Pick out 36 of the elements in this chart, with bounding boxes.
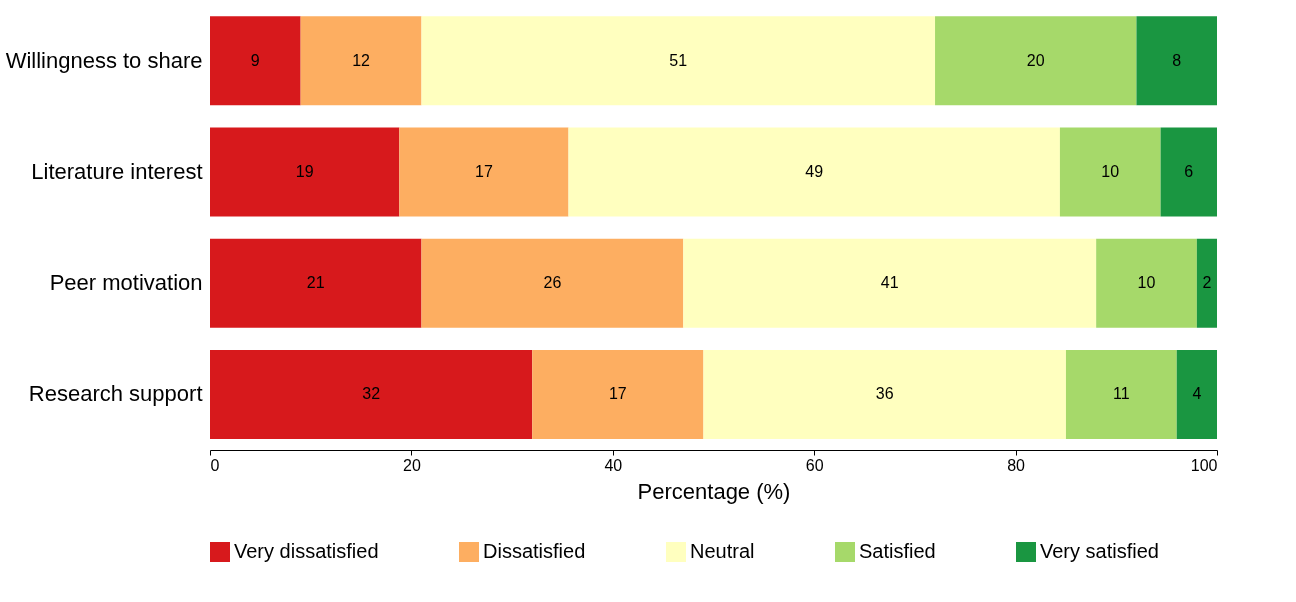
x-tick-label: 100 <box>1190 456 1218 474</box>
data-label: 51 <box>669 51 688 69</box>
y-tick-label: Willingness to share <box>5 47 203 73</box>
data-label: 19 <box>295 162 314 180</box>
data-label: 49 <box>805 162 824 180</box>
x-tick-label: 0 <box>210 456 220 474</box>
x-axis-title: Percentage (%) <box>637 478 791 504</box>
data-label: 21 <box>306 274 325 292</box>
data-label: 10 <box>1101 162 1120 180</box>
data-label: 11 <box>1113 385 1130 403</box>
legend-label: Very dissatisfied <box>234 540 379 562</box>
data-label: 12 <box>352 51 371 69</box>
x-tick-label: 60 <box>805 456 824 474</box>
data-label: 6 <box>1184 162 1194 180</box>
x-tick-label: 20 <box>403 456 421 474</box>
data-label: 9 <box>250 51 260 69</box>
data-label: 32 <box>362 385 381 403</box>
data-label: 20 <box>1026 51 1045 69</box>
y-tick-label: Research support <box>28 381 203 407</box>
data-label: 41 <box>880 274 899 292</box>
legend-label: Neutral <box>690 540 755 562</box>
data-label: 26 <box>543 274 562 292</box>
data-label: 10 <box>1137 274 1156 292</box>
x-tick-label: 80 <box>1007 456 1026 474</box>
data-label: 36 <box>875 385 894 403</box>
x-tick-label: 40 <box>604 456 623 474</box>
legend-label: Dissatisfied <box>483 540 586 562</box>
legend-label: Very satisfied <box>1040 540 1159 562</box>
data-label: 4 <box>1192 385 1202 403</box>
data-label: 17 <box>608 385 627 403</box>
data-label: 8 <box>1172 51 1182 69</box>
data-label: 2 <box>1202 274 1212 292</box>
data-label: 17 <box>475 162 493 180</box>
y-tick-label: Peer motivation <box>49 270 203 296</box>
legend-label: Satisfied <box>859 540 936 562</box>
y-tick-label: Literature interest <box>31 158 203 184</box>
